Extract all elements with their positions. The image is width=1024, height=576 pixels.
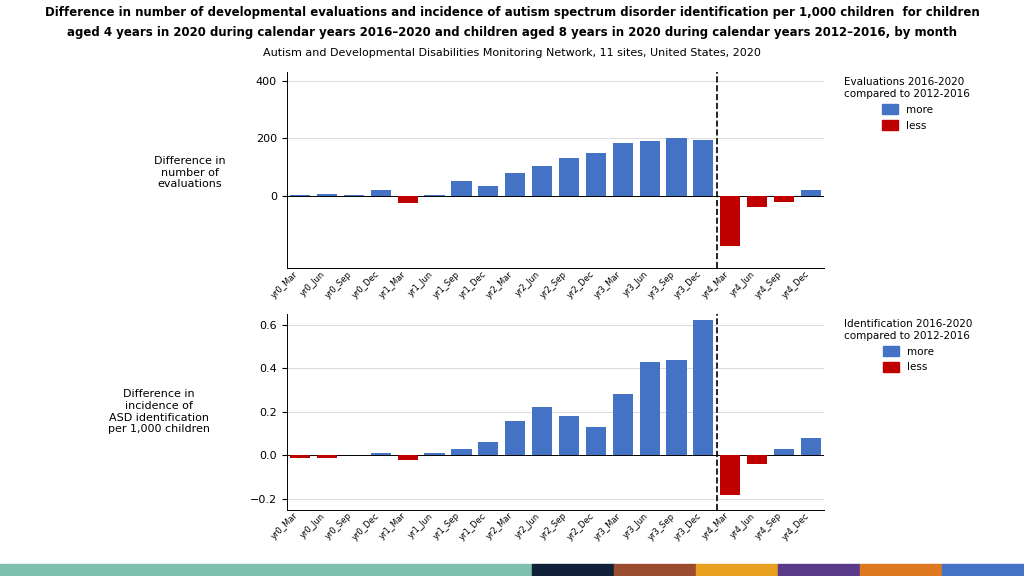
Bar [559,158,579,196]
Bar [532,407,552,456]
Text: Difference in
incidence of
ASD identification
per 1,000 children: Difference in incidence of ASD identific… [108,389,210,434]
Bar [317,456,337,457]
Bar [801,190,821,196]
Bar [640,362,659,456]
Text: aged 4 years in 2020 during calendar years 2016–2020 and children aged 8 years i: aged 4 years in 2020 during calendar yea… [67,26,957,40]
Bar [290,195,310,196]
Bar [559,416,579,456]
Bar [667,138,686,196]
Bar [371,190,391,196]
Bar [774,449,794,456]
Bar [693,139,714,196]
Bar [586,153,606,196]
Bar [452,449,471,456]
Text: Difference in number of developmental evaluations and incidence of autism spectr: Difference in number of developmental ev… [45,6,979,19]
Bar [748,456,767,464]
Bar [425,453,444,456]
Legend: more, less: more, less [841,315,977,377]
Bar [452,181,471,196]
Bar [720,196,740,247]
Bar [371,453,391,456]
Legend: more, less: more, less [841,73,975,135]
Bar [344,195,364,196]
Bar [478,442,499,456]
Bar [425,195,444,196]
Bar [801,438,821,456]
Bar [612,143,633,196]
Bar [612,395,633,456]
Bar [774,196,794,202]
Text: Autism and Developmental Disabilities Monitoring Network, 11 sites, United State: Autism and Developmental Disabilities Mo… [263,48,761,58]
Bar [693,320,714,456]
Bar [397,456,418,460]
Bar [397,196,418,203]
Bar [317,195,337,196]
Bar [640,141,659,196]
Bar [720,456,740,495]
Bar [748,196,767,207]
Bar [532,166,552,196]
Bar [586,427,606,456]
Bar [667,359,686,456]
Bar [505,173,525,196]
Bar [290,456,310,457]
Text: Difference in
number of
evaluations: Difference in number of evaluations [154,156,225,190]
Bar [478,185,499,196]
Bar [505,420,525,456]
